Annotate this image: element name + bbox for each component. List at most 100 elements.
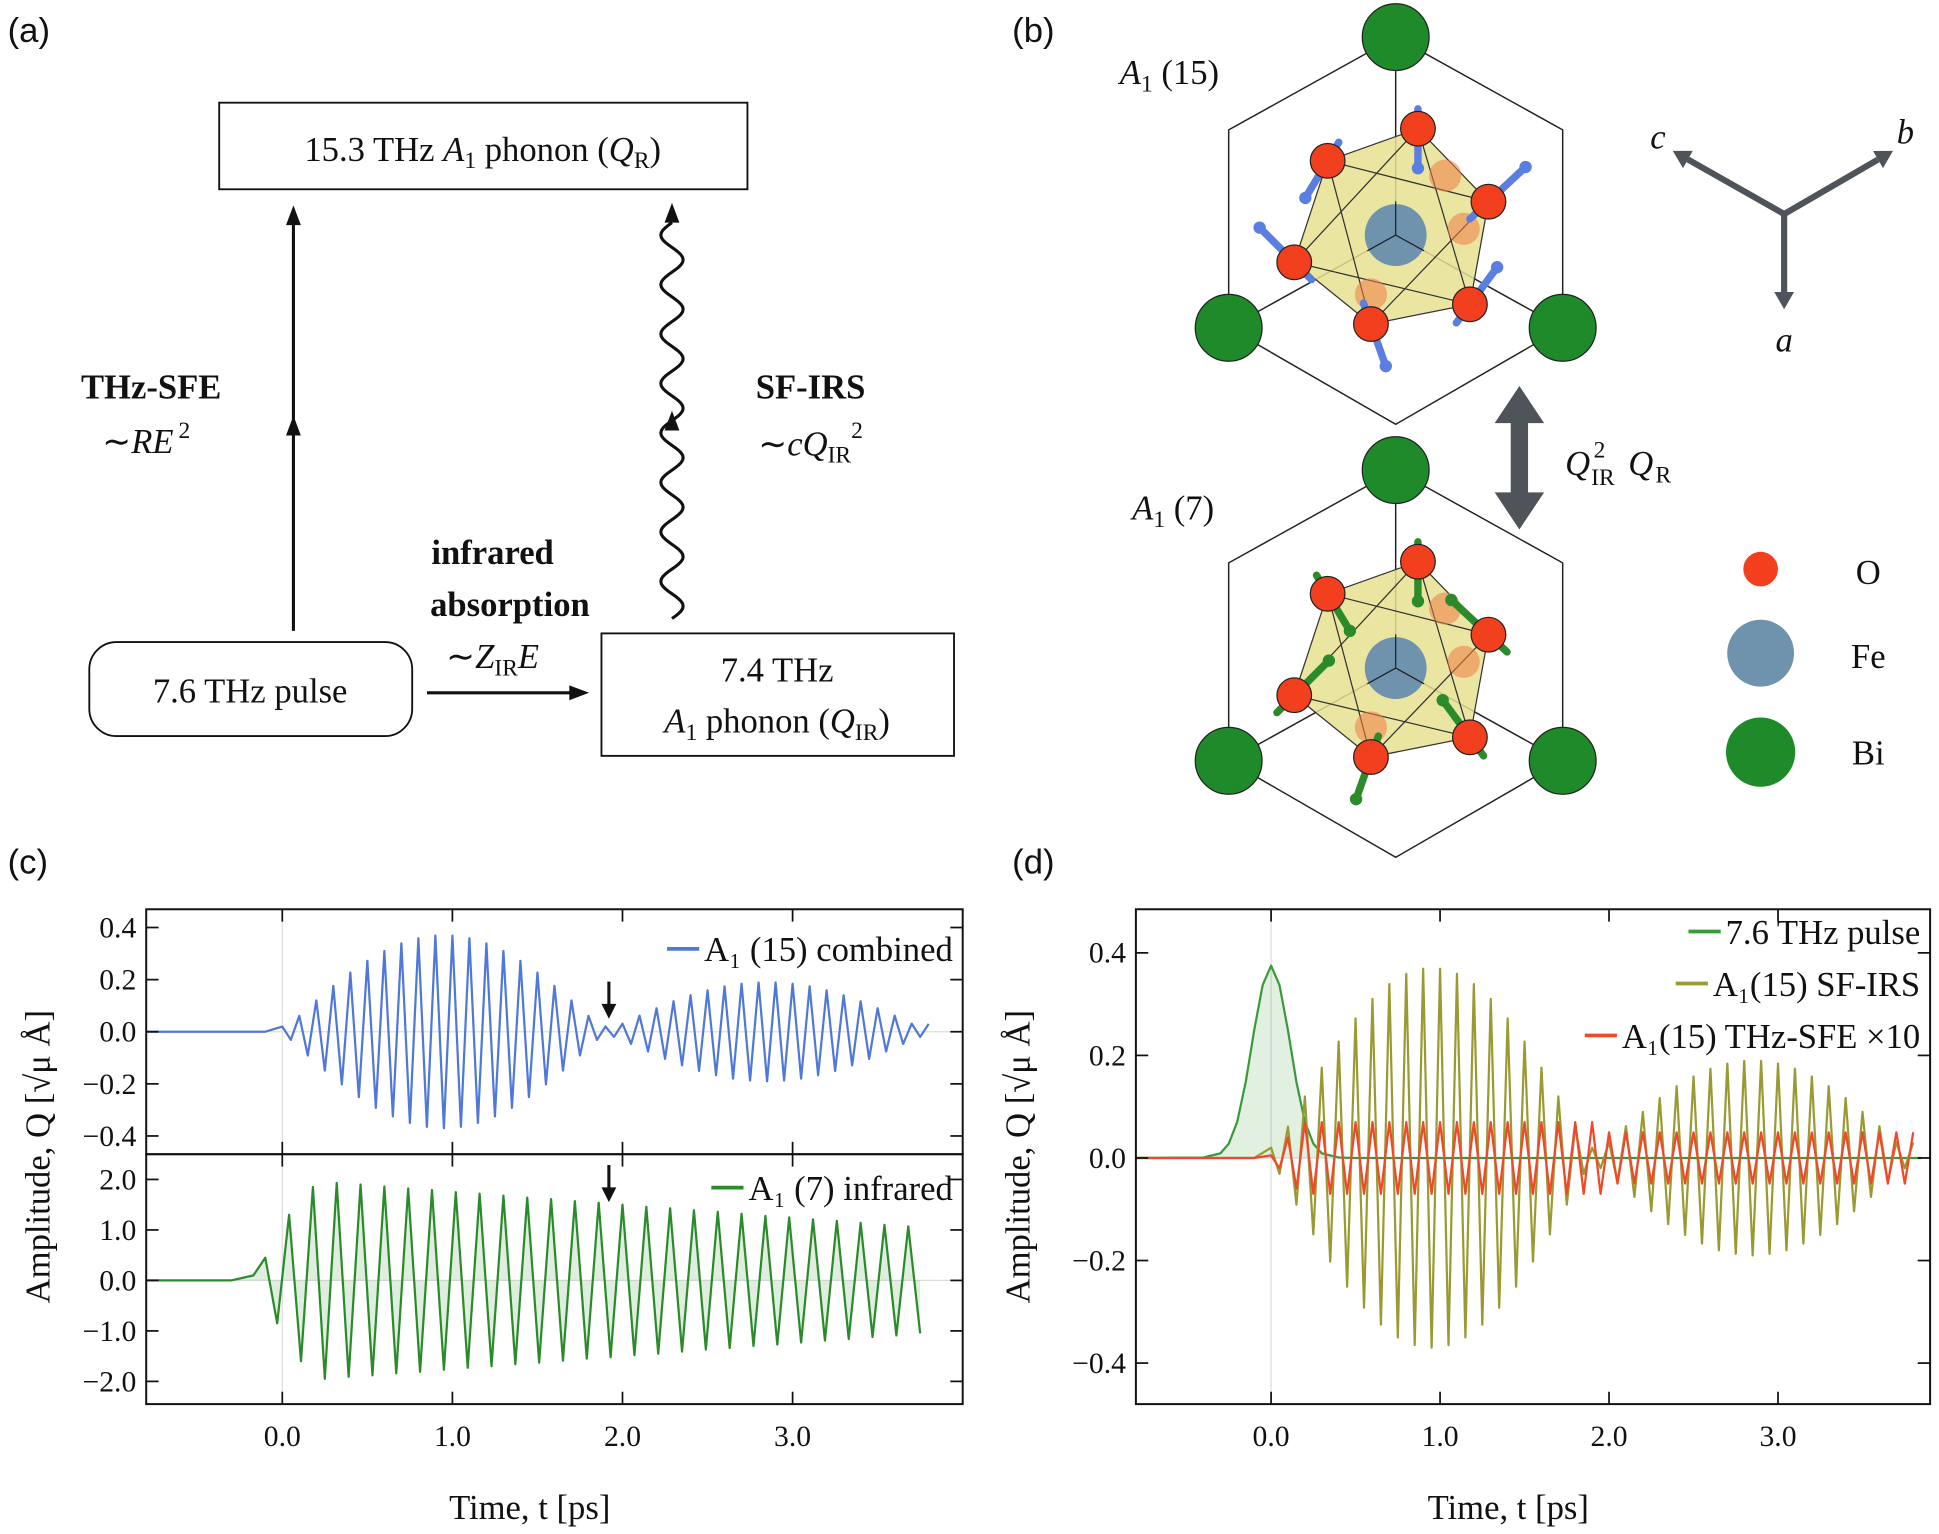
o-atom-back (1354, 711, 1388, 744)
panel-b: A1 (15) A1 (7) c b a Q 2 IR Q R O Fe Bi (1118, 54, 1914, 772)
t: 1 (1153, 507, 1165, 533)
coupling: IR (1591, 465, 1615, 491)
axis-label: b (1897, 114, 1914, 152)
arrow-tip (1411, 595, 1425, 608)
legend-text: Fe (1851, 638, 1886, 676)
arrow-tip (1436, 694, 1449, 707)
panel-label: (a) (8, 12, 50, 50)
legend-text: 7.6 THz pulse (1726, 914, 1921, 952)
octahedron-edge (1326, 592, 1490, 759)
x-tick-label: 0.0 (264, 1421, 301, 1453)
t: ∼ (102, 423, 131, 461)
t: 1 (1141, 72, 1153, 98)
arrow-tip (1379, 359, 1392, 373)
cell-edge (1227, 36, 1564, 426)
legend-text: Bi (1852, 735, 1885, 773)
legend-fe (1727, 619, 1795, 687)
arrow-tip (1343, 624, 1357, 638)
t: IR (828, 443, 852, 469)
x-tick-label: 1.0 (1422, 1421, 1459, 1453)
t: (7) (1165, 490, 1214, 528)
t: 1 (685, 720, 697, 746)
y-tick-label: −0.2 (1072, 1245, 1126, 1277)
t: 2 (851, 418, 863, 444)
t: phonon ( (476, 131, 609, 169)
coupling: Q (1628, 445, 1653, 483)
box (600, 632, 955, 757)
cell-edge (1366, 234, 1396, 252)
bi-atom (1194, 293, 1263, 362)
axis-label: c (1650, 118, 1665, 156)
o-atom (1451, 719, 1488, 756)
t: A (1130, 490, 1154, 528)
legend-text: A₁(15) SF-IRS (1713, 966, 1920, 1004)
o-atom (1400, 543, 1436, 580)
box-text: 7.6 THz pulse (153, 673, 348, 711)
t: Q (609, 131, 634, 169)
arrow-tip (1349, 792, 1363, 806)
label: infrared (431, 534, 553, 572)
plot-frame (145, 1153, 964, 1406)
o-atom-back (1429, 159, 1462, 192)
coupling: R (1655, 462, 1671, 488)
y-tick-label: −0.2 (82, 1069, 136, 1101)
t: A (1118, 54, 1142, 92)
y-tick-label: 0.4 (1089, 938, 1126, 970)
legend-text: O (1856, 554, 1881, 592)
box-text: 7.4 THz (721, 652, 834, 690)
arrow-head (286, 415, 301, 436)
legend-text: A₁ (15) combined (704, 931, 953, 969)
t: ) (650, 131, 662, 169)
arrow-tip (1490, 261, 1504, 274)
t: IR (855, 720, 879, 746)
x-tick-label: 0.0 (1253, 1421, 1290, 1453)
arrow-head (1774, 291, 1795, 310)
label: absorption (430, 586, 590, 624)
x-axis-label: Time, t [ps] (449, 1489, 610, 1527)
o-atom (1353, 739, 1389, 776)
annotation-arrow-head (601, 1187, 617, 1203)
octahedron-edge (1326, 159, 1490, 326)
cell (1194, 436, 1597, 859)
t: E (517, 638, 539, 676)
t: IR (494, 655, 518, 681)
x-tick-label: 3.0 (774, 1421, 811, 1453)
y-tick-label: 1.0 (99, 1215, 136, 1247)
y-tick-label: 2.0 (99, 1164, 136, 1196)
t: ∼ (758, 425, 787, 463)
o-atom (1400, 110, 1436, 147)
label: SF-IRS (756, 368, 866, 406)
bi-atom (1361, 3, 1430, 72)
cell-edge (1395, 667, 1425, 685)
o-atom (1451, 286, 1488, 323)
t: 15.3 THz (304, 131, 443, 169)
y-axis-label: Amplitude, Q [√μ Å] (20, 1010, 58, 1303)
panel-a: 15.3 THz A1 phonon (QR) THz-SFE ∼RE 2 SF-… (81, 101, 955, 757)
arrow-tip (1253, 221, 1266, 234)
box (218, 101, 749, 191)
arrow-head (1873, 150, 1893, 169)
x-tick-label: 2.0 (604, 1421, 641, 1453)
x-tick-label: 2.0 (1590, 1421, 1627, 1453)
axis-arrow (1686, 156, 1786, 217)
t: ∼ (446, 638, 475, 676)
y-tick-label: −0.4 (82, 1121, 136, 1153)
o-atom (1276, 677, 1313, 714)
o-atom (1470, 183, 1507, 220)
bi-atom (1528, 293, 1597, 362)
o-atom (1276, 244, 1313, 281)
box-text: 15.3 THz A1 phonon (QR) (304, 131, 661, 174)
t: 1 (464, 148, 476, 174)
y-tick-label: 0.4 (99, 912, 136, 944)
x-tick-label: 1.0 (434, 1421, 471, 1453)
t: Z (475, 638, 495, 676)
line (1135, 967, 1915, 1349)
o-atom-back (1354, 278, 1388, 311)
legend-text: A₁ (7) infrared (748, 1170, 952, 1208)
legend-text: A₁(15) THz-SFE ×10 (1622, 1018, 1920, 1056)
o-atom (1309, 142, 1346, 179)
t: ) (878, 702, 890, 740)
t: (15) (1153, 54, 1219, 92)
arrow-head (664, 202, 680, 223)
legend-bi (1725, 717, 1796, 787)
